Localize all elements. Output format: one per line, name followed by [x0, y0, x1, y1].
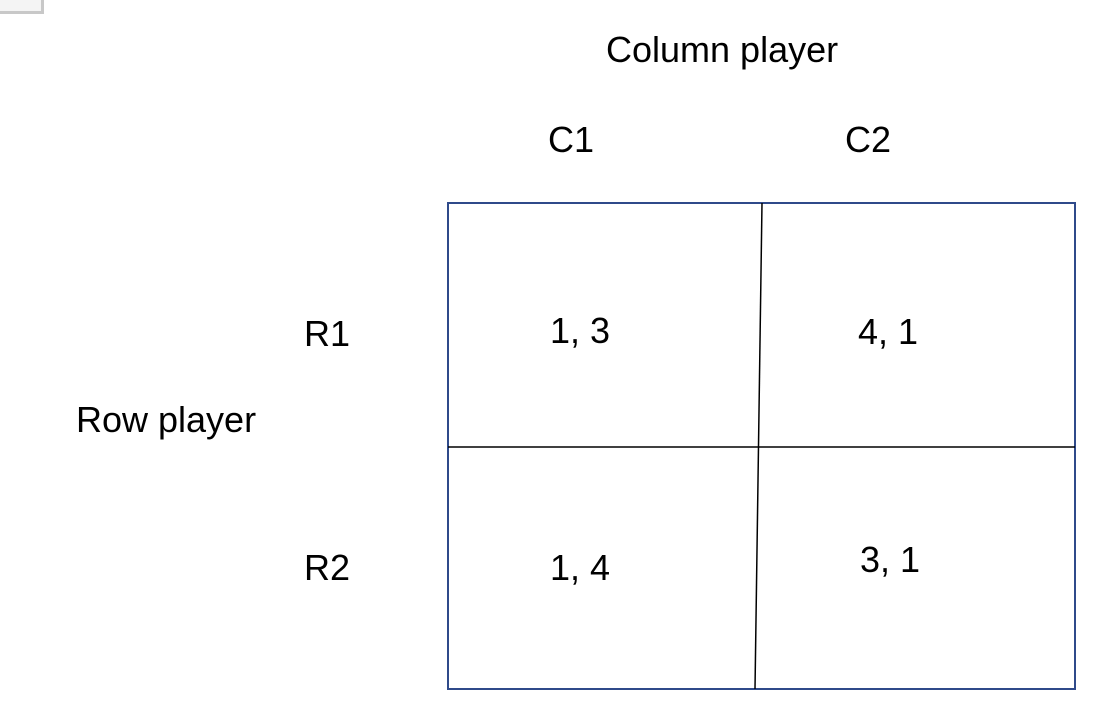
payoff-cell-r1-c1: 1, 3	[550, 310, 611, 351]
matrix-vertical-divider	[754, 202, 763, 690]
payoff-cell-r2-c2: 3, 1	[860, 539, 921, 580]
payoff-cell-r1-c2: 4, 1	[858, 311, 919, 352]
row-header-r2: R2	[304, 547, 351, 588]
row-player-label: Row player	[76, 399, 257, 440]
column-header-c1: C1	[548, 119, 595, 160]
column-header-c2: C2	[845, 119, 892, 160]
column-player-label: Column player	[606, 29, 839, 70]
payoff-cell-r2-c1: 1, 4	[550, 547, 611, 588]
row-header-r1: R1	[304, 313, 351, 354]
corner-marker	[0, 0, 44, 14]
